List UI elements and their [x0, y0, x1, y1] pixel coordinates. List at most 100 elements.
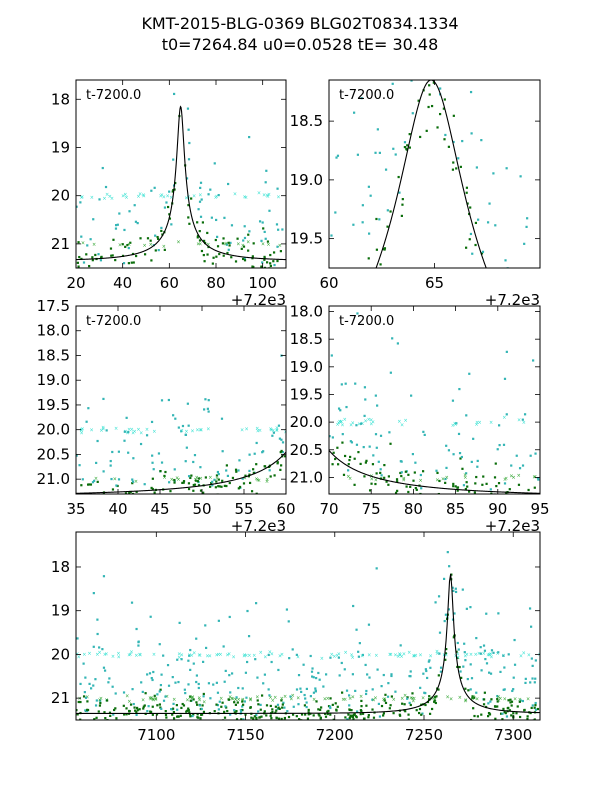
data-point	[444, 495, 446, 497]
data-point	[211, 484, 214, 487]
data-point: ×	[169, 195, 173, 201]
data-point	[102, 397, 105, 401]
data-point: ×	[218, 652, 222, 658]
data-point	[167, 684, 171, 687]
data-point: ×	[263, 655, 267, 661]
data-point	[110, 723, 112, 725]
data-point	[150, 259, 153, 262]
data-point	[216, 235, 219, 238]
data-point	[139, 442, 143, 446]
data-point	[458, 452, 462, 455]
data-point	[494, 717, 497, 720]
data-point	[226, 474, 230, 477]
data-point	[206, 407, 209, 410]
data-point	[142, 707, 145, 710]
data-point	[418, 711, 421, 715]
data-point	[353, 457, 356, 460]
data-point	[177, 680, 180, 684]
data-point: ×	[162, 244, 166, 250]
data-point: ×	[111, 654, 115, 660]
data-point	[469, 606, 472, 609]
data-point: ×	[351, 695, 355, 701]
data-point	[483, 649, 487, 652]
data-point	[82, 261, 86, 264]
data-point: ×	[129, 650, 133, 656]
data-point	[196, 236, 199, 239]
data-point	[295, 653, 298, 656]
data-point	[400, 214, 403, 217]
data-point	[264, 181, 267, 184]
data-point	[262, 227, 265, 230]
data-point	[367, 714, 370, 717]
data-point: ×	[216, 652, 220, 658]
data-point: ×	[350, 653, 354, 659]
data-point: ×	[228, 695, 232, 701]
data-point	[94, 678, 97, 681]
data-point: ×	[163, 475, 167, 481]
data-point	[273, 263, 276, 267]
data-point	[259, 703, 262, 706]
data-point	[135, 706, 139, 710]
data-point: ×	[502, 415, 506, 421]
data-point	[274, 705, 277, 708]
data-point	[146, 237, 150, 240]
data-point	[414, 486, 417, 490]
y-tick-label: 18.5	[37, 346, 70, 364]
panel-3-frame	[75, 305, 287, 495]
data-point	[470, 511, 472, 513]
data-point: ×	[81, 240, 85, 246]
data-point	[435, 695, 438, 698]
data-point	[475, 166, 478, 169]
data-point	[364, 398, 367, 401]
data-point	[113, 708, 116, 712]
data-point	[352, 604, 355, 608]
data-point	[242, 482, 246, 485]
data-point	[377, 723, 379, 725]
data-point: ×	[149, 697, 153, 703]
data-point	[410, 394, 413, 397]
data-point	[422, 672, 425, 675]
data-point	[426, 676, 429, 680]
data-point: ×	[435, 478, 439, 484]
data-point	[472, 707, 475, 710]
y-tick-label: 19.0	[290, 171, 323, 189]
data-point	[377, 702, 381, 706]
data-point: ×	[125, 694, 129, 700]
data-point	[243, 700, 246, 703]
data-point	[446, 551, 449, 554]
data-point	[343, 350, 345, 352]
data-point	[240, 247, 243, 250]
x-tick-label: 7100	[137, 726, 175, 744]
data-point	[528, 607, 532, 610]
data-point	[458, 665, 461, 669]
data-point	[79, 682, 82, 686]
data-point: ×	[351, 655, 355, 661]
data-point	[390, 673, 393, 676]
data-point: ×	[215, 476, 219, 482]
y-tick-label: 19.5	[290, 385, 323, 403]
data-point	[91, 273, 93, 275]
data-point	[204, 624, 207, 627]
data-point	[189, 476, 192, 480]
data-point	[156, 693, 159, 696]
data-point	[86, 483, 90, 486]
data-point	[114, 227, 118, 230]
data-point: ×	[421, 696, 425, 702]
data-point: ×	[522, 420, 526, 426]
data-point: ×	[197, 652, 201, 658]
data-point	[521, 502, 523, 504]
data-point	[272, 251, 276, 254]
data-point	[286, 710, 289, 713]
x-tick-label: 40	[108, 500, 127, 518]
data-point	[95, 461, 98, 465]
data-point	[111, 488, 115, 491]
data-point	[188, 222, 191, 225]
data-point	[277, 706, 280, 709]
data-point	[485, 482, 488, 485]
data-point: ×	[123, 192, 127, 198]
model-curve	[329, 450, 540, 494]
data-point	[242, 239, 245, 242]
data-point	[260, 265, 263, 268]
data-point	[96, 480, 99, 483]
data-point	[303, 693, 306, 697]
